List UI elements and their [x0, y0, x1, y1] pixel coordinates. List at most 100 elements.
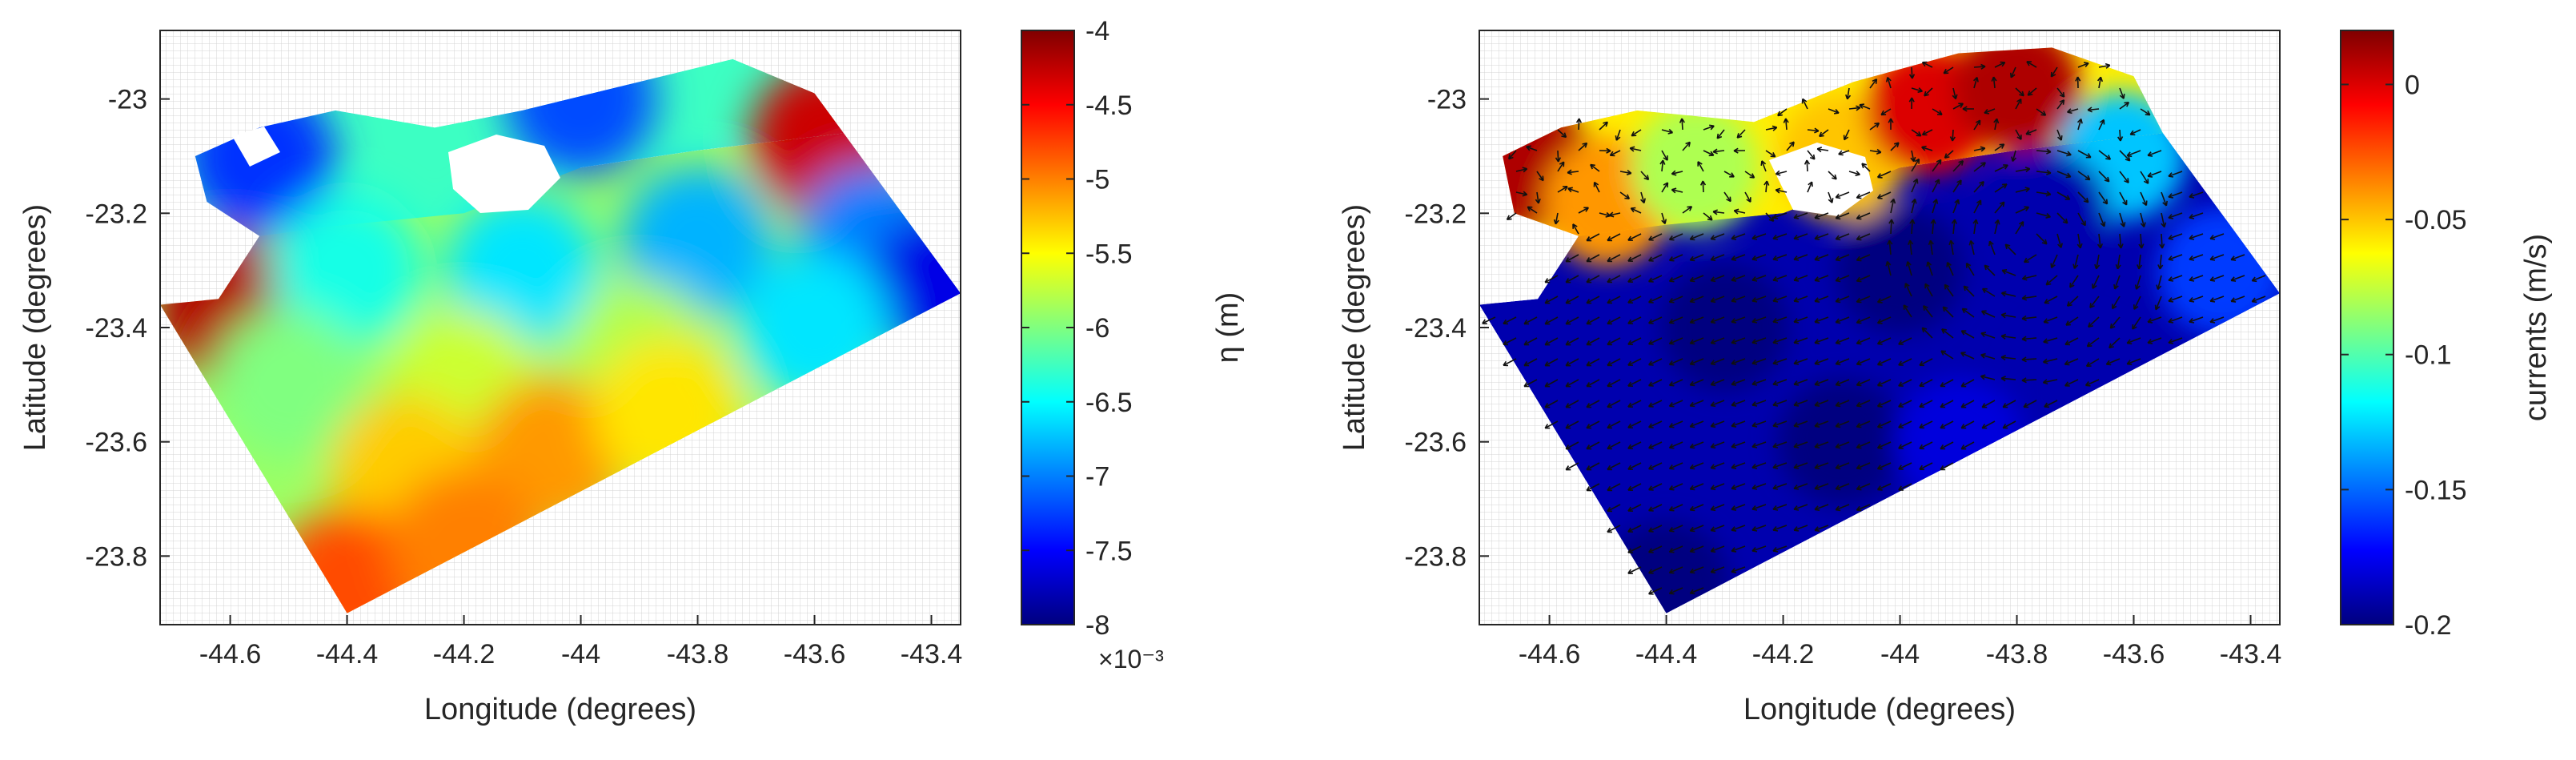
- current-vector-head: [1835, 318, 1840, 324]
- current-vector-head: [1522, 194, 1527, 197]
- current-vector: [1648, 316, 1663, 324]
- current-vector: [1523, 337, 1538, 346]
- current-vector-head: [2004, 164, 2008, 170]
- current-vector: [1859, 104, 1871, 110]
- current-vector-head: [1979, 180, 1984, 184]
- current-vector: [1648, 275, 1663, 283]
- current-vector-head: [1508, 156, 1514, 160]
- current-vector: [1836, 483, 1850, 490]
- current-vector-head: [2136, 285, 2141, 290]
- current-vector-head: [1731, 571, 1737, 573]
- current-vector: [1731, 296, 1746, 302]
- current-vector: [1731, 545, 1746, 552]
- current-vector-head: [1751, 300, 1758, 303]
- current-vector: [2001, 377, 2016, 380]
- current-vector-head: [1690, 489, 1695, 491]
- current-vector: [1932, 159, 1942, 172]
- current-vector-head: [1898, 444, 1902, 449]
- current-vector: [2140, 171, 2149, 184]
- colorbar-tick-label: 0: [2405, 70, 2420, 100]
- current-vector-head: [1772, 317, 1777, 323]
- current-vector: [1751, 504, 1767, 510]
- current-vector-head: [1814, 217, 1820, 219]
- x-tick-label: -44: [561, 639, 600, 670]
- current-vector: [2098, 64, 2110, 68]
- current-vector: [2036, 171, 2051, 174]
- current-vector-head: [1669, 322, 1675, 324]
- current-vector: [2126, 337, 2141, 344]
- current-vector-head: [1731, 505, 1735, 510]
- current-vector: [1565, 379, 1579, 388]
- colorbar-label: currents (m/s): [2519, 234, 2553, 421]
- current-vector: [2119, 150, 2131, 162]
- current-vector: [1710, 400, 1725, 407]
- current-vector: [1911, 179, 1918, 193]
- current-vector: [1681, 118, 1683, 131]
- current-vector-head: [1736, 133, 1739, 139]
- current-vector-head: [1523, 319, 1528, 324]
- current-vector: [1772, 504, 1788, 510]
- current-vector-head: [2042, 379, 2048, 384]
- current-vector: [1973, 219, 1977, 235]
- current-vector-head: [1689, 206, 1693, 211]
- x-axis-label: Longitude (degrees): [424, 693, 696, 726]
- current-vector: [1607, 504, 1621, 513]
- current-vector: [1793, 254, 1808, 260]
- current-vector-head: [1793, 339, 1798, 344]
- current-vector: [1648, 525, 1663, 533]
- current-vector-head: [1689, 339, 1694, 344]
- current-vector-head: [2105, 360, 2110, 365]
- current-vector-head: [2159, 264, 2164, 270]
- current-vector-head: [2021, 90, 2024, 96]
- current-vector-head: [2067, 108, 2072, 113]
- current-vector-head: [1643, 198, 1646, 203]
- current-vector: [1586, 275, 1600, 283]
- current-vector-head: [2051, 74, 2056, 78]
- current-vector-head: [2168, 175, 2174, 178]
- current-vector-head: [2168, 214, 2173, 219]
- current-vector: [1907, 261, 1912, 276]
- current-vector-head: [1772, 384, 1779, 386]
- current-vector-head: [1814, 401, 1819, 406]
- current-vector-head: [1856, 364, 1862, 366]
- current-vector: [1627, 275, 1642, 283]
- current-vector: [2056, 171, 2072, 178]
- current-vector: [1607, 337, 1621, 346]
- current-vector-head: [1962, 106, 1968, 110]
- current-vector-head: [2083, 62, 2089, 64]
- current-vector: [1713, 211, 1725, 214]
- current-vector-head: [1856, 255, 1860, 261]
- current-vector: [1731, 504, 1746, 510]
- current-vector: [2012, 150, 2016, 162]
- field-sample: [1952, 47, 2081, 152]
- current-vector: [1856, 441, 1871, 448]
- current-vector-head: [2021, 377, 2027, 381]
- current-vector-head: [1710, 422, 1715, 428]
- current-vector-head: [1503, 360, 1507, 366]
- current-vector-head: [1627, 194, 1631, 199]
- current-vector: [1669, 587, 1683, 594]
- current-vector: [2085, 379, 2100, 387]
- current-vector-head: [1772, 550, 1779, 553]
- current-vector: [1751, 316, 1767, 323]
- current-vector-head: [1627, 256, 1631, 262]
- current-vector-head: [1640, 199, 1645, 204]
- current-vector: [1689, 483, 1704, 490]
- current-vector-head: [1669, 468, 1675, 470]
- current-vector-head: [1861, 163, 1868, 166]
- current-vector-head: [1772, 152, 1776, 158]
- current-vector-head: [1751, 384, 1758, 386]
- current-vector: [1973, 181, 1984, 193]
- current-vector: [1751, 233, 1767, 239]
- current-vector-head: [1876, 485, 1881, 490]
- current-vector-head: [1984, 264, 1990, 267]
- current-vector-head: [1981, 424, 1986, 429]
- current-vector-head: [1563, 132, 1567, 138]
- current-vector: [1856, 316, 1871, 324]
- current-vector-head: [1615, 136, 1621, 141]
- current-vector-head: [1982, 288, 1986, 294]
- current-vector-head: [1626, 172, 1632, 176]
- current-vector: [2140, 191, 2148, 206]
- current-vector-head: [1891, 219, 1895, 224]
